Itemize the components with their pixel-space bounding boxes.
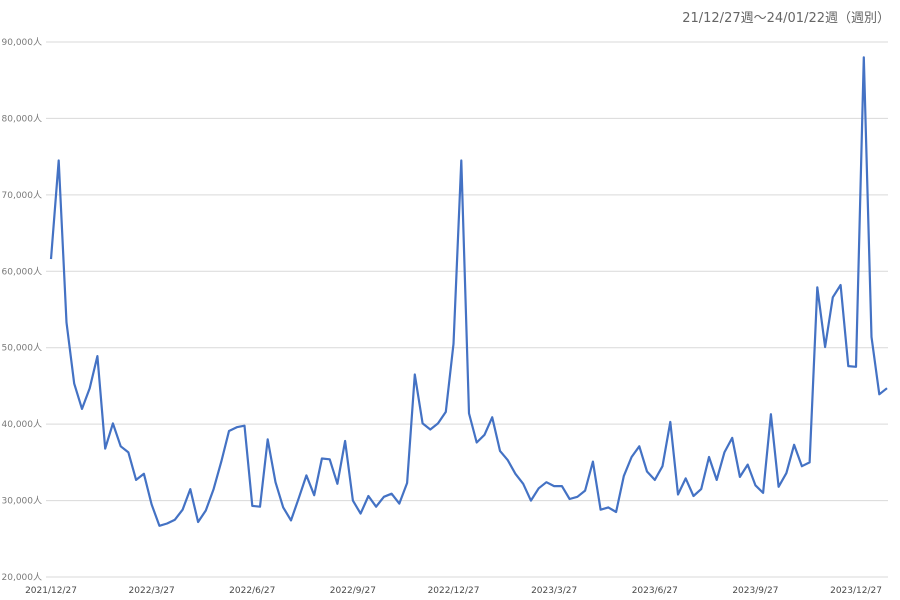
x-tick-label: 2022/3/27: [129, 586, 175, 596]
x-tick-label: 2022/6/27: [229, 586, 275, 596]
y-tick-label: 70,000人: [2, 190, 43, 201]
x-tick-label: 2023/9/27: [732, 586, 778, 596]
x-tick-label: 2023/6/27: [632, 586, 678, 596]
y-tick-label: 90,000人: [2, 37, 43, 48]
y-tick-label: 40,000人: [2, 419, 43, 430]
x-axis-ticks: 2021/12/27 2022/3/27 2022/6/27 2022/9/27 202…: [25, 586, 882, 596]
x-tick-label: 2023/3/27: [531, 586, 577, 596]
series-group: [49, 56, 888, 527]
y-tick-label: 60,000人: [2, 266, 43, 277]
series-line: [49, 56, 888, 527]
x-tick-label: 2021/12/27: [25, 586, 77, 596]
y-tick-label: 50,000人: [2, 343, 43, 354]
chart-title: 21/12/27週～24/01/22週（週別）: [682, 11, 890, 26]
gridlines: [46, 41, 888, 578]
y-tick-label: 80,000人: [2, 113, 43, 124]
y-axis-ticks: 20,000人 30,000人 40,000人 50,000人 60,000人 70,00…: [2, 37, 43, 583]
x-tick-label: 2022/9/27: [330, 586, 376, 596]
x-tick-label: 2022/12/27: [428, 586, 480, 596]
y-tick-label: 20,000人: [2, 572, 43, 583]
y-tick-label: 30,000人: [2, 496, 43, 507]
x-tick-label: 2023/12/27: [830, 586, 882, 596]
